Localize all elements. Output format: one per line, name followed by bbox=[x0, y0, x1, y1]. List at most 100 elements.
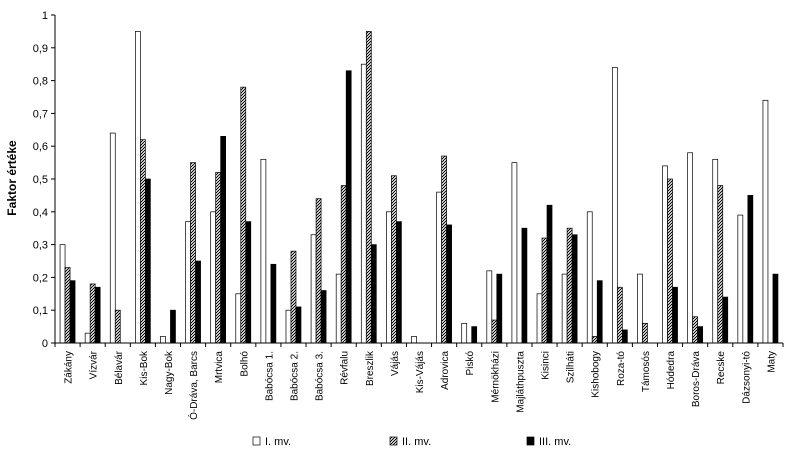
x-category-label: Babócsa 3. bbox=[315, 351, 326, 401]
bar-1-17 bbox=[486, 270, 493, 344]
legend-label-3: III. mv. bbox=[539, 436, 571, 448]
bar-2-10 bbox=[315, 198, 322, 344]
bar-1-21 bbox=[586, 211, 593, 344]
bar-3-19 bbox=[546, 204, 553, 344]
bar-3-24 bbox=[672, 286, 678, 344]
bar-3-4 bbox=[170, 309, 176, 344]
bar-1-7 bbox=[235, 293, 242, 344]
bar-2-11 bbox=[340, 185, 347, 344]
bar-1-14 bbox=[411, 336, 417, 344]
x-category-label: Boros-Dráva bbox=[691, 351, 702, 408]
bar-1-19 bbox=[536, 293, 543, 344]
y-tick-label: 0,3 bbox=[33, 240, 48, 252]
bar-2-3 bbox=[140, 139, 146, 344]
bar-1-11 bbox=[335, 273, 342, 344]
y-axis-label: Faktor értéke bbox=[5, 140, 19, 216]
bar-3-16 bbox=[471, 326, 478, 344]
x-category-label: Támosós bbox=[641, 351, 652, 392]
x-category-label: Vájás bbox=[390, 351, 401, 376]
x-category-label: Ó-Dráva, Barcs bbox=[187, 351, 200, 420]
bar-3-20 bbox=[571, 234, 578, 344]
x-category-label: Hódedra bbox=[666, 351, 677, 390]
x-category-label: Révfalu bbox=[340, 351, 351, 385]
y-tick-label: 0,9 bbox=[33, 43, 48, 55]
bar-1-16 bbox=[461, 322, 468, 344]
bar-2-15 bbox=[441, 155, 447, 344]
bar-3-8 bbox=[270, 263, 277, 344]
y-tick-label: 0,8 bbox=[33, 76, 48, 88]
bar-3-25 bbox=[697, 326, 703, 344]
bar-2-22 bbox=[616, 286, 623, 344]
bar-3-13 bbox=[396, 221, 402, 344]
bar-1-24 bbox=[662, 165, 668, 344]
y-axis: 0 0,1 0,2 0,3 0,4 0,5 0,6 0,7 0,8 0,9 1 bbox=[33, 10, 56, 350]
bar-3-12 bbox=[370, 244, 377, 344]
x-category-label: Dázsonyi-tó bbox=[741, 351, 752, 404]
bar-1-28 bbox=[762, 99, 769, 344]
bar-1-6 bbox=[210, 211, 217, 344]
bar-3-22 bbox=[621, 329, 628, 344]
bar-3-26 bbox=[722, 296, 729, 344]
bar-2-0 bbox=[64, 267, 71, 344]
x-category-label: Adrovica bbox=[440, 351, 451, 390]
legend-swatch-1 bbox=[252, 436, 261, 446]
y-tick-label: 1 bbox=[42, 10, 48, 22]
bar-2-9 bbox=[290, 250, 297, 344]
bar-2-7 bbox=[240, 86, 247, 344]
x-category-label: Kis-Vájás bbox=[415, 351, 426, 393]
x-category-label: Bolhó bbox=[239, 351, 250, 377]
bar-3-15 bbox=[446, 224, 452, 344]
bar-1-3 bbox=[135, 31, 141, 344]
bar-1-26 bbox=[712, 158, 719, 344]
x-category-label: Breszlik bbox=[365, 350, 376, 386]
bar-1-12 bbox=[360, 63, 367, 344]
bar-2-12 bbox=[365, 31, 372, 344]
bar-3-28 bbox=[772, 273, 779, 344]
bar-3-5 bbox=[195, 260, 201, 344]
bar-1-1 bbox=[84, 332, 91, 344]
bar-1-2 bbox=[109, 132, 116, 344]
y-tick-label: 0,2 bbox=[33, 272, 48, 284]
legend: I. mv. II. mv. III. mv. bbox=[252, 436, 571, 448]
bar-3-17 bbox=[496, 273, 503, 344]
bar-1-27 bbox=[737, 214, 744, 344]
x-category-label: Bélavár bbox=[114, 350, 125, 385]
legend-label-2: II. mv. bbox=[402, 436, 431, 448]
bar-1-0 bbox=[59, 244, 66, 344]
bar-1-13 bbox=[386, 211, 392, 344]
legend-label-1: I. mv. bbox=[265, 436, 291, 448]
x-category-label: Babócsa 1. bbox=[264, 351, 275, 401]
bar-2-20 bbox=[566, 227, 573, 344]
bar-1-22 bbox=[611, 67, 618, 344]
bars bbox=[59, 31, 779, 344]
bar-3-11 bbox=[345, 70, 352, 344]
x-category-label: Kis-Bok bbox=[139, 350, 150, 385]
bar-2-2 bbox=[114, 309, 121, 344]
legend-swatch-3 bbox=[526, 436, 535, 446]
x-category-label: Szilháti bbox=[566, 351, 577, 383]
y-tick-label: 0,1 bbox=[33, 305, 48, 317]
x-category-label: Nagy-Bok bbox=[164, 350, 175, 395]
bar-2-5 bbox=[190, 162, 196, 344]
bar-2-19 bbox=[541, 237, 548, 344]
bar-1-9 bbox=[285, 309, 292, 344]
bar-1-10 bbox=[310, 234, 317, 344]
bar-2-6 bbox=[215, 172, 222, 344]
bar-2-24 bbox=[667, 178, 673, 344]
x-category-label: Piskó bbox=[465, 351, 476, 376]
y-tick-label: 0,7 bbox=[33, 108, 48, 120]
bar-1-20 bbox=[561, 273, 568, 344]
bar-1-18 bbox=[511, 162, 518, 344]
bar-1-15 bbox=[436, 191, 442, 344]
bar-1-8 bbox=[260, 158, 267, 344]
bar-1-4 bbox=[160, 336, 166, 344]
bar-3-10 bbox=[320, 290, 327, 344]
bar-1-23 bbox=[637, 273, 643, 344]
x-category-label: Majláthpuszta bbox=[515, 351, 526, 413]
y-tick-label: 0 bbox=[42, 338, 48, 350]
y-tick-label: 0,5 bbox=[33, 174, 48, 186]
bar-3-1 bbox=[94, 286, 101, 344]
y-tick-label: 0,4 bbox=[33, 207, 48, 219]
x-axis-labels: Zákány Vízvár Bélavár Kis-Bok Nagy-Bok Ó-Dráv… bbox=[54, 342, 784, 420]
